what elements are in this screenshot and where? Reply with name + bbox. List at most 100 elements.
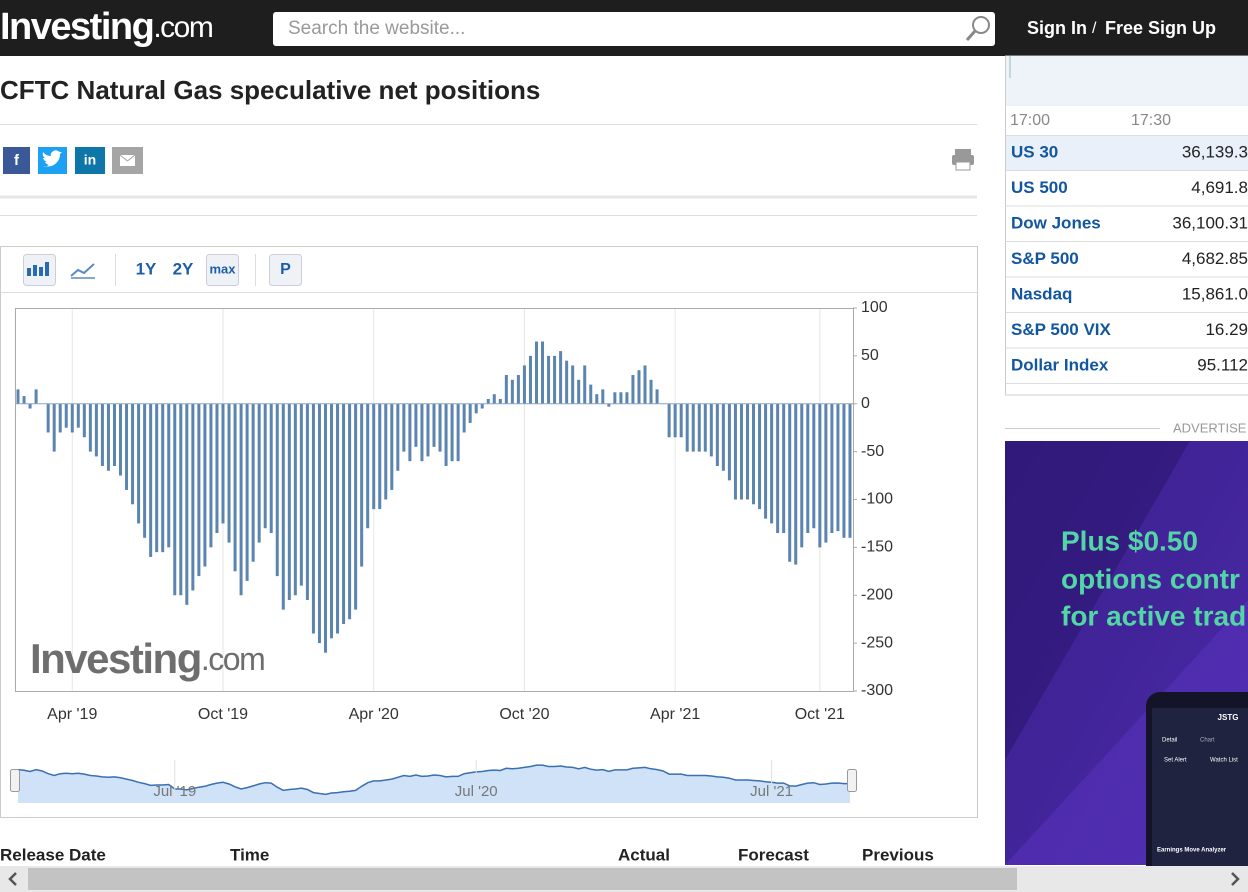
bar bbox=[384, 403, 388, 500]
line-chart-button[interactable] bbox=[70, 263, 95, 277]
p-button[interactable]: P bbox=[280, 261, 291, 278]
bar bbox=[137, 403, 141, 524]
bar bbox=[456, 403, 460, 462]
bar bbox=[221, 403, 225, 524]
search-placeholder[interactable]: Search the website... bbox=[288, 18, 465, 39]
quote-name[interactable]: S&P 500 VIX bbox=[1011, 320, 1112, 339]
facebook-button[interactable] bbox=[3, 147, 30, 174]
print-icon[interactable] bbox=[955, 149, 971, 155]
search-icon[interactable] bbox=[972, 16, 990, 34]
bar bbox=[733, 403, 737, 500]
bar-icon bbox=[27, 268, 31, 276]
twitter-icon[interactable] bbox=[42, 150, 62, 167]
sign-up[interactable]: Free Sign Up bbox=[1105, 18, 1216, 38]
sidebar-box bbox=[1005, 55, 1248, 396]
column-header[interactable]: Time bbox=[230, 845, 269, 864]
bar bbox=[155, 403, 159, 553]
p-button-bg[interactable] bbox=[269, 254, 302, 286]
scroll-right[interactable] bbox=[1231, 872, 1240, 886]
y-tick-label: -250 bbox=[861, 634, 893, 651]
logo-suffix[interactable]: .com bbox=[153, 11, 214, 44]
bar bbox=[444, 403, 448, 466]
sign-in[interactable]: Sign In bbox=[1027, 18, 1087, 38]
bar bbox=[468, 403, 472, 423]
navigator-label: Jul '19 bbox=[153, 783, 196, 800]
bar bbox=[263, 403, 267, 529]
bar bbox=[788, 403, 792, 562]
ad-text[interactable]: Plus $0.50 bbox=[1061, 525, 1198, 556]
scroll-left[interactable] bbox=[8, 872, 17, 886]
bar bbox=[697, 403, 701, 452]
bar bbox=[372, 403, 376, 510]
navigator-series: Jul '19 Jul '20 Jul '21 bbox=[17, 760, 850, 803]
bar bbox=[721, 403, 725, 471]
ad-text[interactable]: options contr bbox=[1061, 563, 1240, 594]
phone-action: Watch List bbox=[1210, 758, 1238, 764]
search-box[interactable] bbox=[273, 12, 995, 46]
column-header[interactable]: Actual bbox=[618, 845, 670, 864]
bar bbox=[16, 389, 20, 404]
logo-word[interactable]: Investing bbox=[0, 6, 155, 48]
email-flap bbox=[119, 154, 136, 162]
quote-name[interactable]: Dow Jones bbox=[1011, 213, 1101, 232]
print-paper bbox=[955, 161, 971, 171]
bar bbox=[414, 403, 418, 447]
navigator-label: Jul '20 bbox=[455, 783, 498, 800]
bar bbox=[631, 375, 635, 404]
watermark: Investing.com bbox=[30, 635, 264, 682]
quote-name[interactable]: Nasdaq bbox=[1011, 284, 1072, 303]
column-header[interactable]: Release Date bbox=[0, 845, 106, 864]
bar bbox=[76, 403, 80, 428]
quote-value: 16.29 bbox=[1205, 320, 1248, 339]
bar bbox=[522, 365, 526, 404]
scrollbar-thumb[interactable] bbox=[28, 868, 1017, 890]
range-button[interactable]: 1Y bbox=[136, 259, 157, 278]
navigator-handle[interactable] bbox=[10, 769, 20, 792]
bar bbox=[311, 403, 315, 634]
bar bbox=[541, 341, 545, 404]
bar bbox=[830, 403, 834, 534]
linkedin-button[interactable] bbox=[75, 147, 105, 174]
logo[interactable]: Investing.com bbox=[0, 6, 214, 48]
range-button[interactable]: 2Y bbox=[173, 259, 194, 278]
ad-text[interactable]: for active trad bbox=[1061, 600, 1246, 631]
bar bbox=[366, 403, 370, 529]
bar bbox=[402, 403, 406, 452]
bar bbox=[420, 403, 424, 462]
phone-footer: Earnings Move Analyzer bbox=[1157, 848, 1227, 854]
time-label: 17:00 bbox=[1010, 112, 1050, 129]
column-header[interactable]: Forecast bbox=[738, 845, 809, 864]
bar bbox=[782, 403, 786, 534]
bar bbox=[643, 365, 647, 404]
range-button[interactable]: max bbox=[209, 261, 236, 276]
navigator-handle[interactable] bbox=[847, 769, 857, 792]
quote-value: 36,100.31 bbox=[1172, 213, 1248, 232]
quote-name[interactable]: US 500 bbox=[1011, 178, 1068, 197]
bar bbox=[34, 389, 38, 404]
bar bbox=[197, 403, 201, 577]
bar bbox=[203, 403, 207, 567]
bar bbox=[390, 403, 394, 490]
bar bbox=[432, 403, 436, 447]
page-title: CFTC Natural Gas speculative net positio… bbox=[0, 75, 540, 105]
phone-action: Set Alert bbox=[1164, 758, 1187, 764]
quote-row-highlight bbox=[1006, 136, 1248, 171]
quote-name[interactable]: Dollar Index bbox=[1011, 355, 1109, 374]
facebook-icon[interactable]: f bbox=[14, 152, 20, 169]
bar bbox=[565, 360, 569, 404]
bar bbox=[28, 403, 32, 409]
bar bbox=[571, 365, 575, 404]
linkedin-icon[interactable]: in bbox=[84, 152, 96, 168]
quote-name[interactable]: US 30 bbox=[1011, 142, 1058, 161]
quote-name[interactable]: S&P 500 bbox=[1011, 249, 1079, 268]
navigator-area bbox=[18, 765, 850, 803]
plot-area bbox=[15, 308, 854, 692]
bar bbox=[595, 394, 599, 404]
bar bbox=[251, 403, 255, 562]
column-header[interactable]: Previous bbox=[862, 845, 934, 864]
max-button-bg[interactable] bbox=[206, 254, 239, 286]
bar bbox=[842, 403, 846, 538]
bar bbox=[577, 379, 581, 404]
bar bbox=[794, 403, 798, 565]
